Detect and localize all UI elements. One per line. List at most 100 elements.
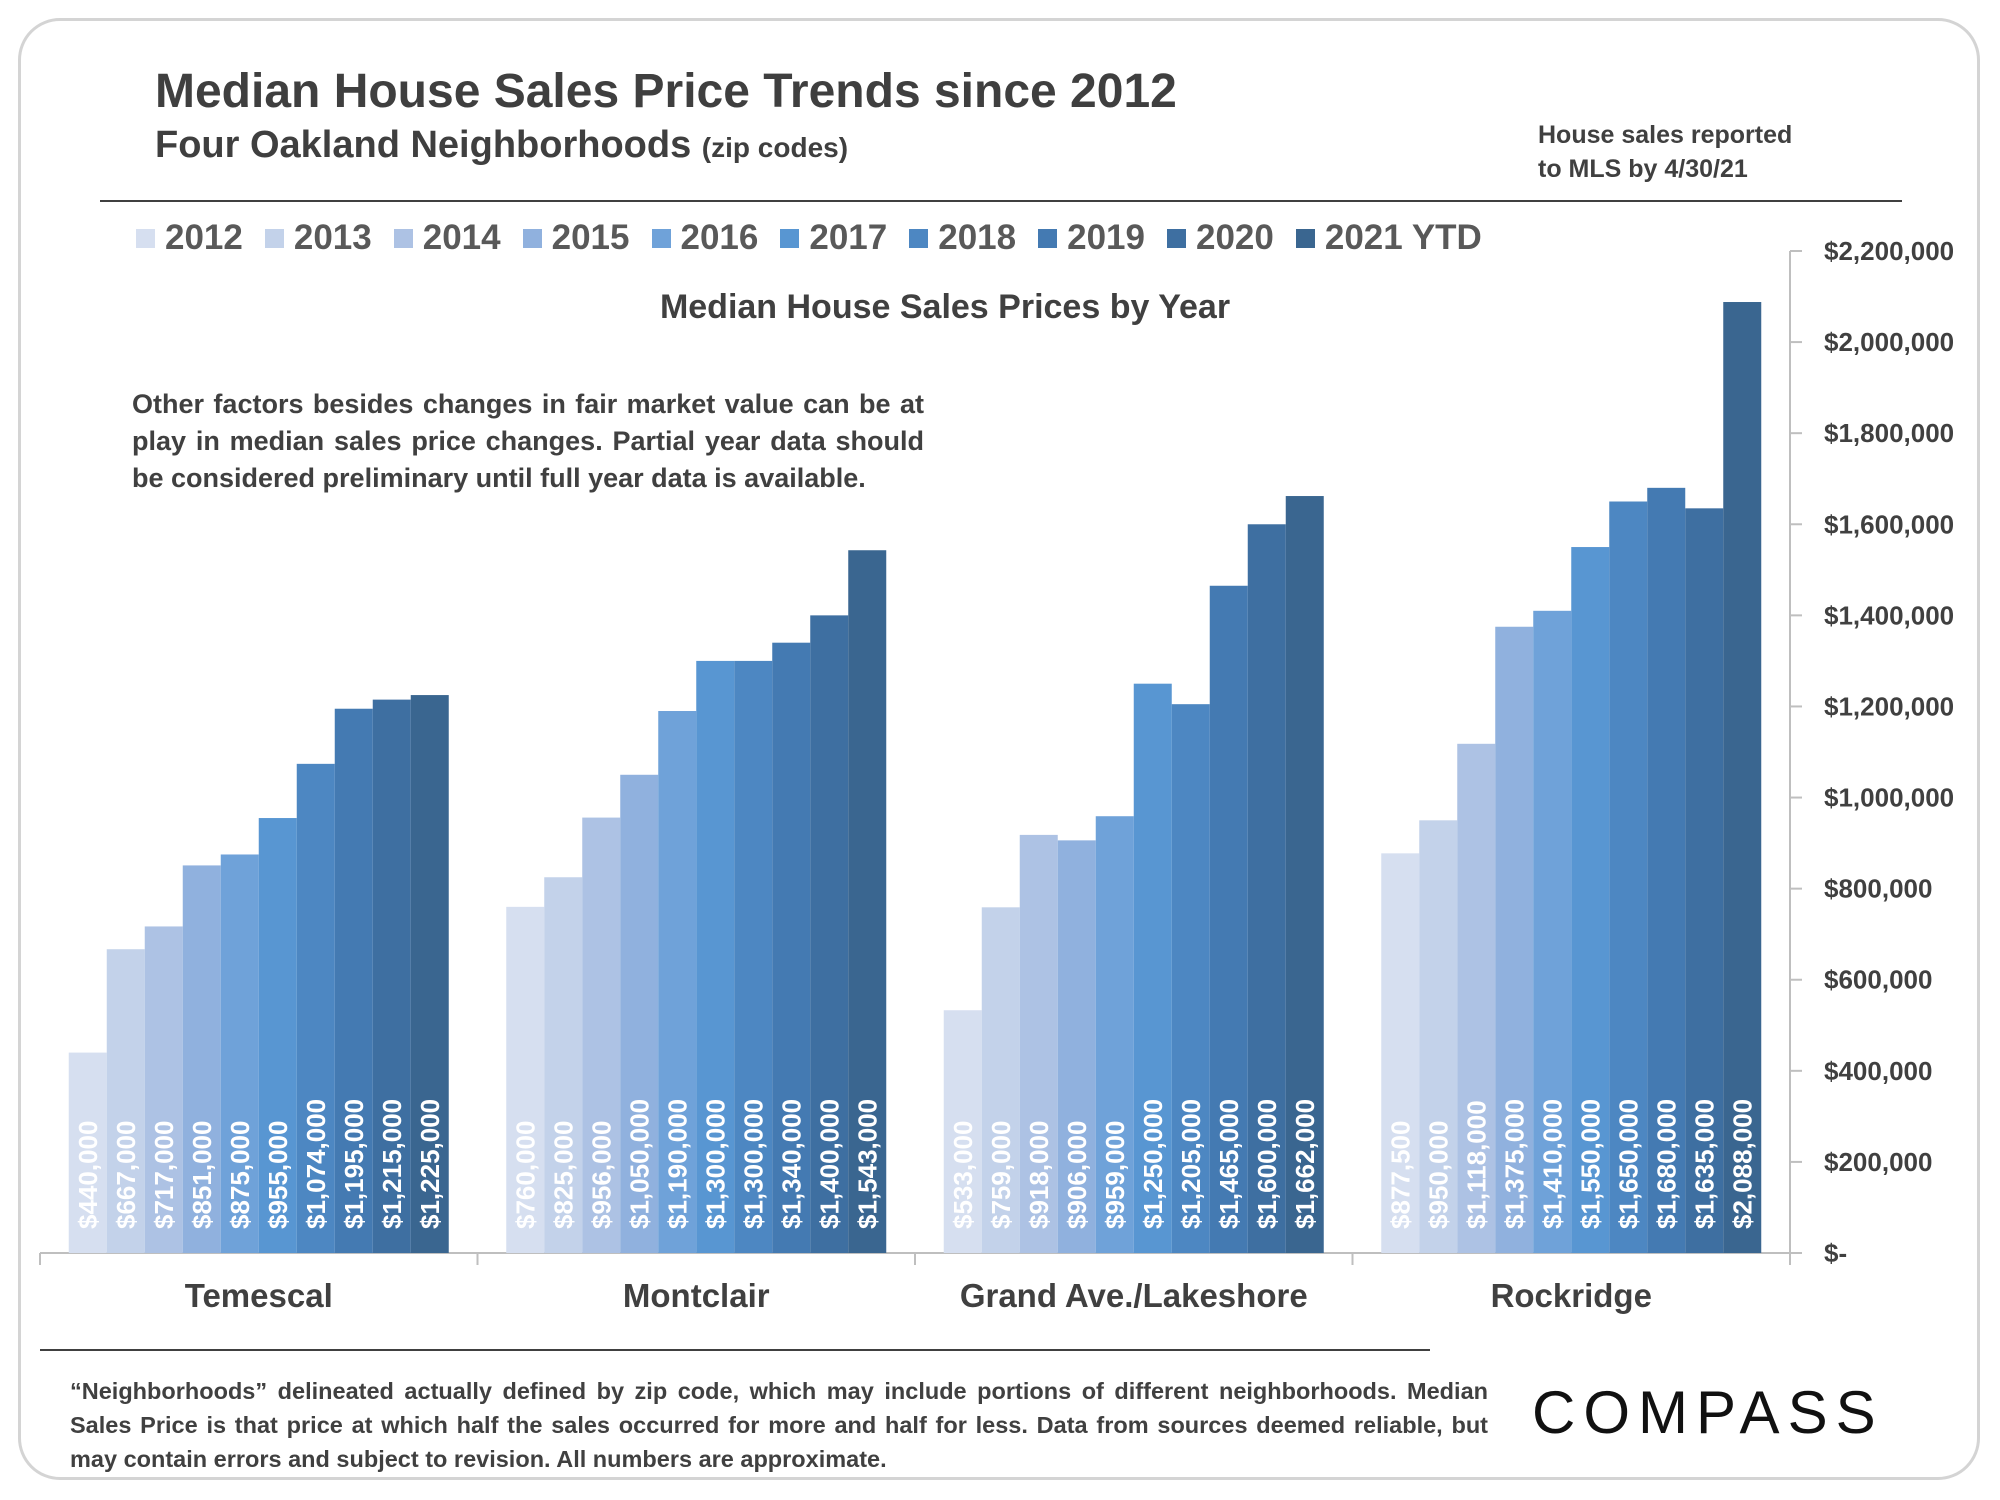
legend-item-2012: 2012	[136, 218, 243, 258]
bar-value-label: $1,118,000	[1461, 1100, 1491, 1229]
y-tick-label: $2,200,000	[1824, 236, 1954, 266]
bar	[334, 708, 373, 1253]
y-tick-label: $2,000,000	[1824, 327, 1954, 357]
bar	[696, 660, 735, 1253]
bar-value-label: $1,635,000	[1689, 1099, 1719, 1229]
bar-value-label: $759,000	[986, 1121, 1016, 1229]
bar	[144, 926, 183, 1253]
compass-logo: COMPASS	[1532, 1379, 1884, 1446]
bar-value-label: $440,000	[73, 1121, 103, 1229]
legend-swatch	[780, 228, 800, 248]
legend-item-2013: 2013	[264, 218, 372, 258]
bar-value-label: $1,250,000	[1138, 1099, 1168, 1229]
bar-value-label: $667,000	[111, 1121, 141, 1229]
footnote: “Neighborhoods” delineated actually defi…	[70, 1378, 1488, 1472]
bar-value-label: $1,225,000	[415, 1099, 445, 1229]
bar	[582, 817, 621, 1253]
chart-legend: 2012 2013 2014 2015 2016 2017 2018 2019 2020 2021…	[136, 218, 1482, 258]
bar-value-label: $1,300,000	[738, 1099, 768, 1229]
bar	[106, 949, 145, 1253]
y-tick-label: $1,000,000	[1824, 783, 1954, 813]
bar-value-label: $918,000	[1024, 1121, 1054, 1229]
legend-label: 2017	[809, 218, 888, 257]
legend-label: 2019	[1067, 218, 1145, 257]
bar	[981, 907, 1020, 1253]
bar-value-label: $825,000	[548, 1121, 578, 1229]
bar-value-label: $1,074,000	[301, 1099, 331, 1229]
bar	[1457, 743, 1496, 1253]
legend-label: 2021 YTD	[1324, 218, 1482, 257]
bar-value-label: $1,410,000	[1537, 1099, 1567, 1229]
legend-swatch	[909, 228, 929, 248]
x-category-label: Rockridge	[1491, 1277, 1652, 1314]
bar	[1647, 487, 1686, 1253]
page-title: Median House Sales Price Trends since 20…	[155, 65, 1177, 118]
x-category-label: Grand Ave./Lakeshore	[960, 1277, 1308, 1314]
bar-value-label: $1,340,000	[776, 1099, 806, 1229]
legend-swatch	[136, 228, 155, 248]
bar	[1533, 610, 1572, 1253]
bar-value-label: $877,500	[1385, 1121, 1415, 1229]
bar-value-label: $1,650,000	[1613, 1099, 1643, 1229]
bar-value-label: $760,000	[510, 1121, 540, 1229]
bar-value-label: $1,375,000	[1499, 1099, 1529, 1229]
legend-item-2021-ytd: 2021 YTD	[1295, 218, 1482, 258]
bar	[544, 877, 583, 1253]
bar	[1285, 496, 1324, 1253]
bar-value-label: $1,300,000	[700, 1099, 730, 1229]
bar	[1095, 816, 1134, 1253]
bar	[1209, 585, 1248, 1253]
bar	[620, 774, 659, 1253]
bar	[1609, 501, 1648, 1253]
chart-title: Median House Sales Prices by Year	[659, 288, 1231, 326]
legend-item-2017: 2017	[780, 218, 887, 258]
bar	[410, 695, 449, 1253]
legend-label: 2012	[165, 218, 243, 257]
chart-annotation: Other factors besides changes in fair ma…	[132, 389, 924, 493]
y-tick-label: $400,000	[1824, 1056, 1932, 1086]
legend-swatch	[393, 228, 413, 248]
bar-value-label: $717,000	[149, 1121, 179, 1229]
bar-value-label: $1,400,000	[814, 1099, 844, 1229]
subtitle-small: (zip codes)	[701, 132, 849, 163]
bar	[943, 1010, 982, 1253]
bar	[1419, 820, 1458, 1253]
bar	[848, 550, 887, 1253]
footer-divider	[40, 1349, 1430, 1351]
x-category-label: Temescal	[185, 1277, 333, 1314]
bar-value-label: $1,215,000	[377, 1099, 407, 1229]
legend-swatch	[1038, 228, 1058, 248]
bar	[1171, 704, 1210, 1253]
bar-value-label: $1,195,000	[339, 1099, 369, 1229]
legend-item-2020: 2020	[1167, 218, 1274, 258]
legend-swatch	[1295, 228, 1315, 248]
subtitle-text: Four Oakland Neighborhoods	[155, 124, 692, 166]
bar	[1133, 683, 1172, 1253]
y-tick-label: $800,000	[1824, 874, 1932, 904]
bar	[372, 699, 411, 1253]
bar	[772, 642, 811, 1253]
bar-value-label: $1,662,000	[1290, 1099, 1320, 1229]
y-tick-label: $1,400,000	[1824, 600, 1954, 630]
legend-item-2016: 2016	[651, 218, 758, 258]
y-tick-label: $1,800,000	[1824, 418, 1954, 448]
legend-label: 2014	[422, 218, 501, 257]
y-tick-label: $600,000	[1824, 965, 1932, 995]
bar-value-label: $875,000	[225, 1121, 255, 1229]
header-divider	[100, 200, 1902, 202]
bar	[810, 615, 849, 1253]
bar-value-label: $1,680,000	[1651, 1099, 1681, 1229]
bar-value-label: $959,000	[1100, 1121, 1130, 1229]
bar	[1057, 840, 1096, 1253]
legend-label: 2015	[551, 218, 630, 257]
bar-value-label: $1,600,000	[1252, 1099, 1282, 1229]
bar	[1247, 524, 1286, 1253]
legend-label: 2020	[1196, 218, 1274, 257]
bar-value-label: $906,000	[1062, 1121, 1092, 1229]
bar-value-label: $955,000	[263, 1121, 293, 1229]
page-subtitle: Four Oakland Neighborhoods (zip codes)	[155, 124, 848, 167]
bar	[1019, 834, 1058, 1253]
bar-value-label: $950,000	[1423, 1121, 1453, 1229]
bar-value-label: $1,190,000	[662, 1099, 692, 1229]
